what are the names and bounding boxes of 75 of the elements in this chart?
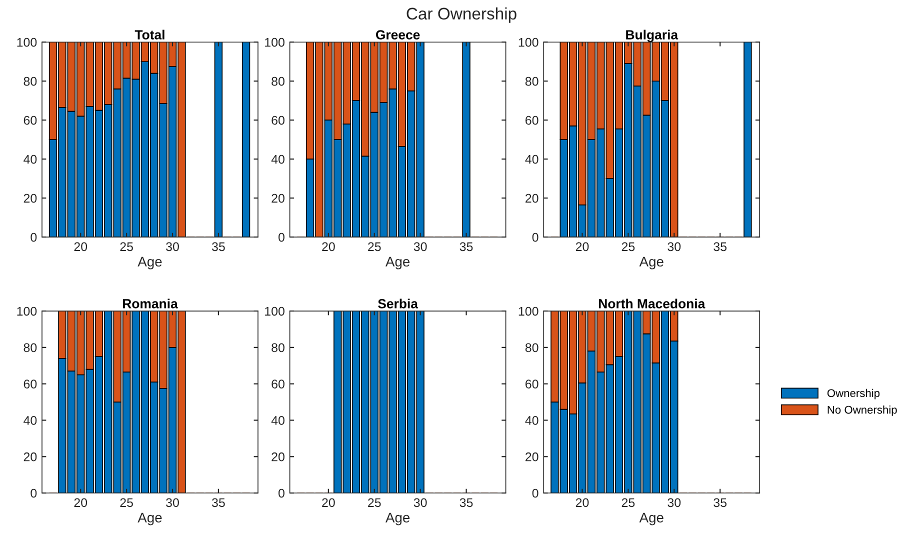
chart-title: North Macedonia [599, 298, 706, 308]
y-tick-label: 100 [17, 306, 37, 316]
y-tick-label: 0 [30, 488, 37, 498]
x-tick-label: 35 [714, 498, 727, 508]
y-tick-label: 60 [24, 380, 37, 388]
x-tick-label: 30 [414, 242, 427, 252]
x-axis-title: Age [138, 512, 162, 526]
y-tick-label: 80 [272, 343, 284, 352]
x-tick-label: 25 [622, 498, 635, 508]
y-tick-label: 40 [271, 416, 284, 425]
y-tick-label: 40 [24, 416, 37, 425]
y-tick-label: 0 [30, 232, 37, 242]
x-tick-label: 25 [368, 242, 381, 252]
x-tick-label: 20 [322, 498, 335, 508]
y-tick-label: 100 [265, 306, 284, 316]
y-tick-label: 80 [24, 76, 37, 86]
y-tick-label: 20 [272, 194, 284, 203]
text: Car Ownership [406, 7, 516, 23]
x-axis-title: Age [639, 512, 664, 526]
y-tick-label: 0 [532, 232, 538, 242]
x-tick-label: 35 [460, 242, 473, 252]
x-tick-label: 30 [668, 498, 681, 508]
y-tick-label: 60 [272, 380, 284, 388]
y-tick-label: 100 [17, 38, 37, 47]
y-tick-label: 60 [526, 380, 538, 388]
chart-title: Bulgaria [626, 30, 678, 42]
x-tick-label: 30 [166, 498, 179, 508]
y-tick-label: 100 [518, 306, 538, 316]
y-tick-label: 100 [518, 38, 538, 47]
x-tick-label: 25 [120, 242, 133, 252]
chart-title: Total [134, 30, 164, 40]
y-tick-label: 0 [532, 488, 538, 498]
x-axis-title: Age [138, 256, 162, 270]
y-tick-label: 60 [526, 116, 538, 125]
x-axis-title: Age [639, 256, 664, 270]
x-tick-label: 25 [622, 242, 635, 252]
chart-title: Greece [376, 30, 420, 40]
y-tick-label: 80 [24, 343, 37, 352]
y-tick-label: 20 [272, 452, 284, 462]
x-tick-label: 35 [212, 498, 225, 508]
y-tick-label: 20 [24, 194, 37, 203]
x-tick-label: 20 [74, 498, 88, 508]
y-tick-label: 0 [278, 488, 284, 498]
x-tick-label: 20 [322, 242, 335, 252]
y-tick-label: 80 [272, 76, 284, 86]
y-tick-label: 80 [525, 76, 538, 86]
x-tick-label: 35 [212, 242, 225, 252]
x-tick-label: 35 [714, 242, 727, 252]
y-tick-label: 40 [525, 154, 538, 164]
y-tick-label: 40 [525, 416, 538, 425]
x-tick-label: 20 [576, 498, 589, 508]
x-tick-label: 30 [414, 498, 427, 508]
y-tick-label: 60 [24, 116, 37, 125]
y-tick-label: 100 [265, 38, 284, 47]
y-tick-label: 80 [525, 343, 538, 352]
y-tick-label: 20 [526, 452, 538, 462]
x-axis-title: Age [385, 256, 410, 270]
legend-label: No Ownership [828, 406, 897, 416]
x-tick-label: 25 [120, 498, 133, 508]
legend-label: Ownership [827, 388, 880, 400]
x-tick-label: 30 [668, 242, 681, 252]
chart-title: Serbia [378, 298, 418, 308]
y-tick-label: 60 [272, 116, 284, 125]
y-tick-label: 0 [278, 232, 284, 242]
y-tick-label: 40 [271, 154, 284, 164]
x-tick-label: 20 [576, 242, 589, 252]
x-tick-label: 20 [74, 242, 88, 252]
chart-title: Romania [123, 298, 178, 308]
y-tick-label: 20 [24, 452, 37, 462]
x-tick-label: 25 [368, 498, 381, 508]
x-tick-label: 35 [460, 498, 473, 508]
y-tick-label: 40 [24, 154, 37, 164]
x-tick-label: 30 [166, 242, 179, 252]
y-tick-label: 20 [526, 194, 538, 203]
x-axis-title: Age [385, 512, 410, 526]
